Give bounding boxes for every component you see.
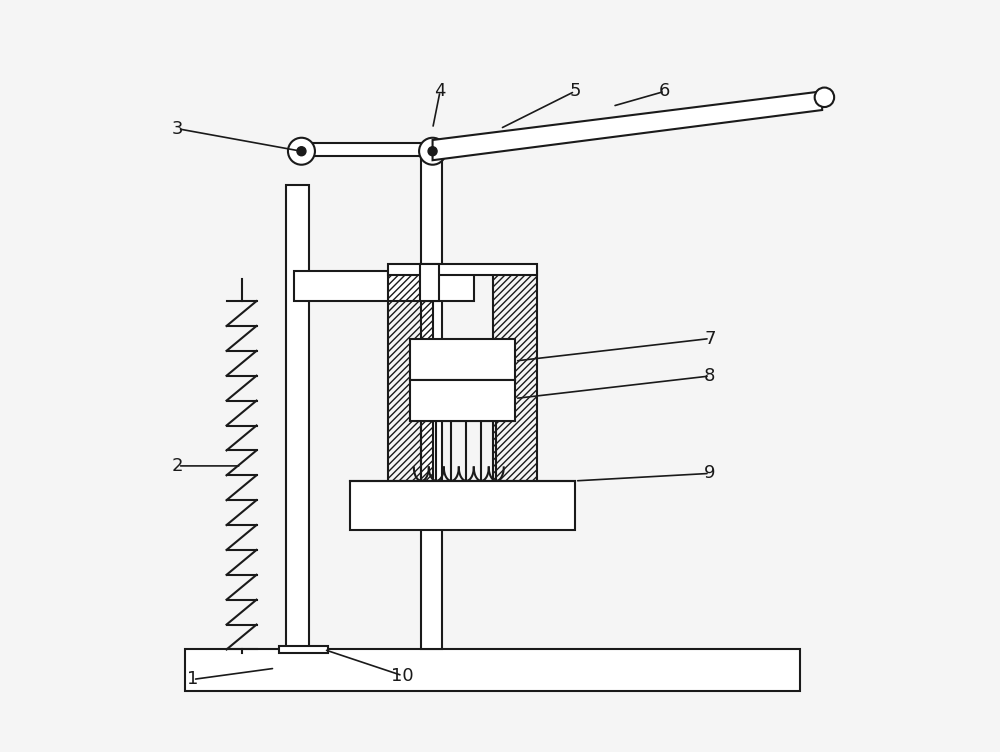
Text: 6: 6 bbox=[659, 82, 671, 100]
Bar bbox=[286, 185, 309, 650]
Circle shape bbox=[297, 147, 306, 156]
Bar bbox=[410, 338, 515, 380]
Circle shape bbox=[428, 147, 437, 156]
Bar bbox=[279, 646, 328, 653]
Bar bbox=[420, 264, 439, 301]
Text: 10: 10 bbox=[391, 667, 414, 684]
Circle shape bbox=[419, 138, 446, 165]
Text: 3: 3 bbox=[172, 120, 184, 138]
Bar bbox=[294, 271, 474, 301]
Bar bbox=[350, 481, 575, 529]
Bar bbox=[294, 143, 433, 156]
Text: 8: 8 bbox=[704, 367, 715, 385]
Circle shape bbox=[288, 138, 315, 165]
Text: 4: 4 bbox=[434, 82, 446, 100]
Text: 9: 9 bbox=[704, 465, 716, 482]
Text: 7: 7 bbox=[704, 329, 716, 347]
Bar bbox=[421, 147, 442, 650]
Bar bbox=[388, 264, 537, 274]
Text: 5: 5 bbox=[569, 82, 581, 100]
Bar bbox=[493, 271, 537, 481]
Circle shape bbox=[815, 87, 834, 107]
Text: 1: 1 bbox=[187, 671, 199, 688]
Bar bbox=[388, 271, 433, 481]
Bar bbox=[185, 650, 800, 690]
Text: 2: 2 bbox=[172, 457, 184, 475]
Bar bbox=[410, 380, 515, 421]
Polygon shape bbox=[433, 91, 822, 160]
